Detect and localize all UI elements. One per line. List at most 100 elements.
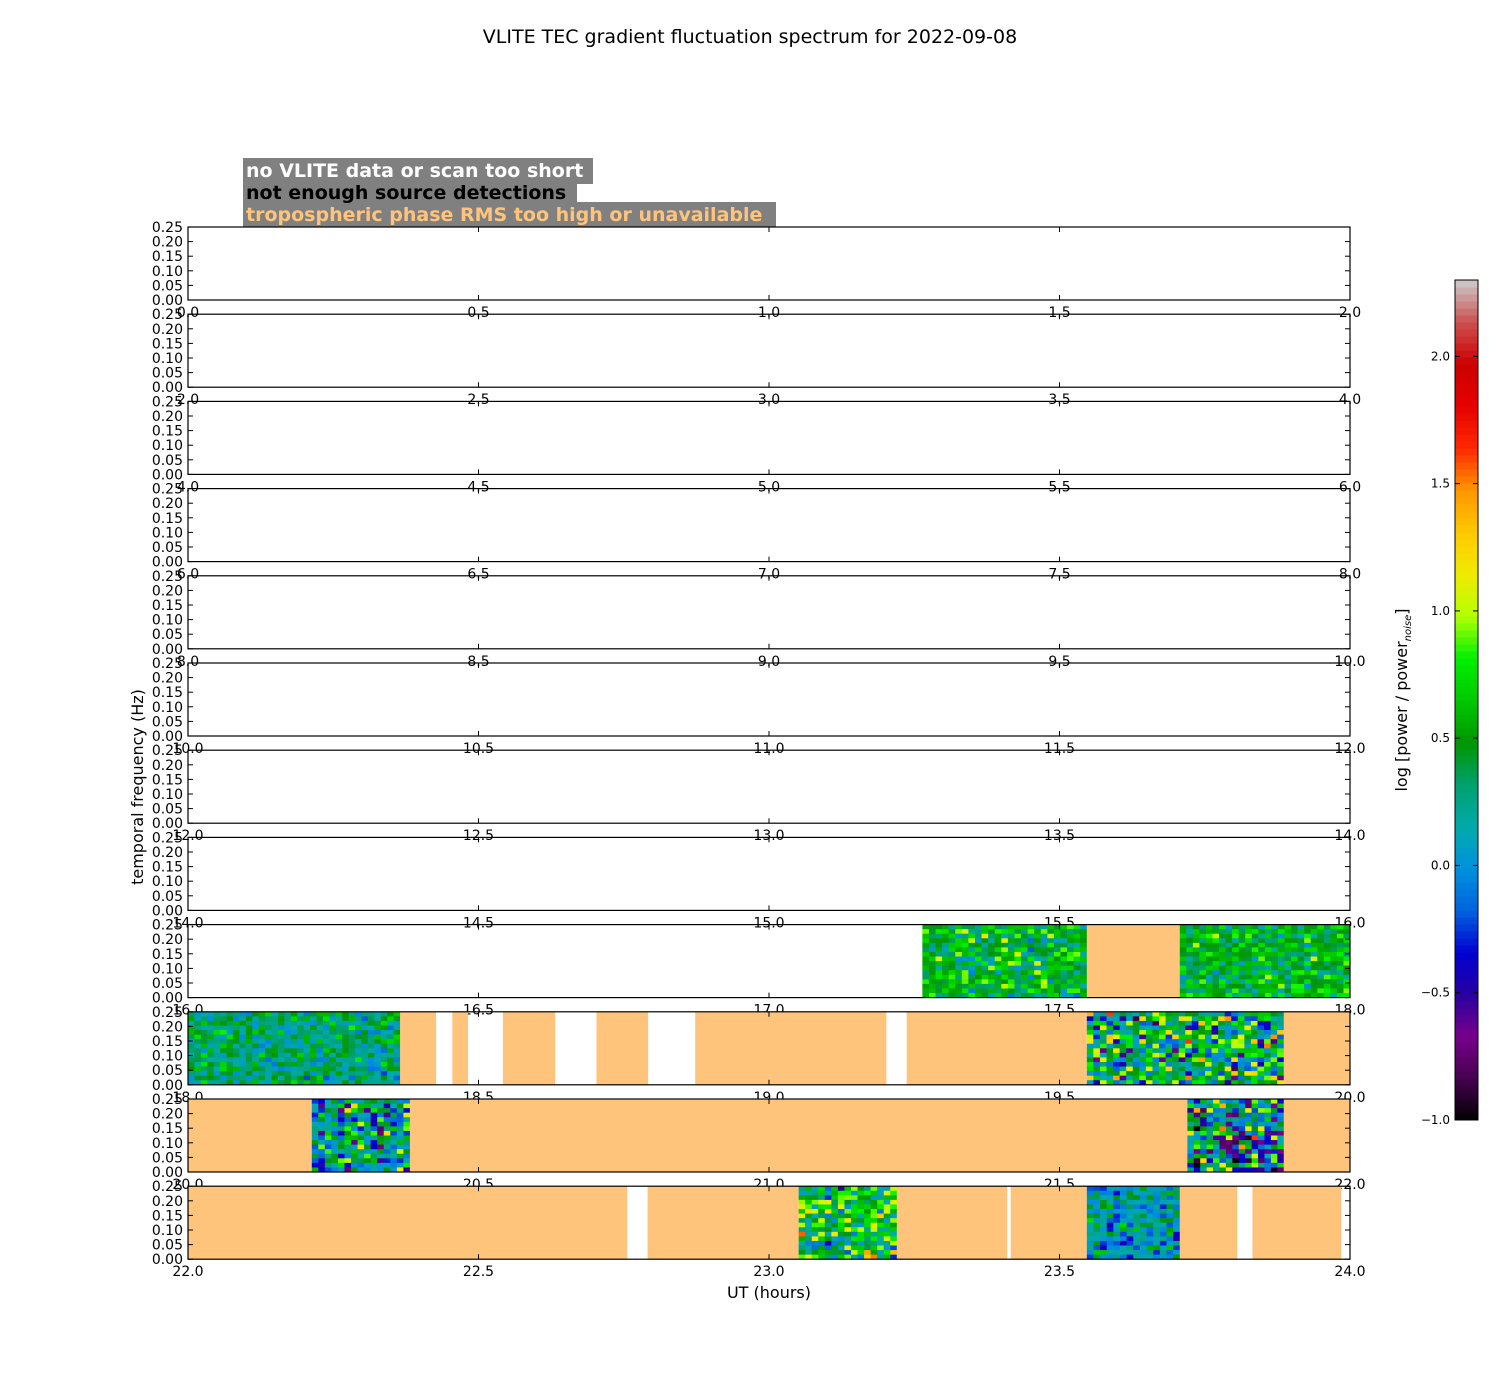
spectrum-cell (1251, 1167, 1259, 1173)
spectrum-cell (310, 1066, 317, 1072)
spectrum-cell (981, 993, 989, 998)
x-tick-label: 0.5 (467, 305, 489, 321)
spectrum-cell (1139, 1209, 1147, 1214)
spectrum-cell (374, 1057, 382, 1063)
spectrum-cell (344, 1153, 352, 1159)
spectrum-cell (928, 933, 936, 939)
spectrum-cell (1224, 1025, 1232, 1031)
spectrum-cell (1086, 1020, 1094, 1026)
spectrum-cell (1238, 956, 1246, 962)
spectrum-cell (1297, 929, 1305, 935)
spectrum-cell (1224, 1048, 1232, 1054)
spectrum-cell (1251, 1130, 1259, 1136)
spectrum-cell (1198, 1048, 1206, 1054)
spectrum-cell (1211, 1080, 1219, 1086)
colorbar-step (1455, 721, 1478, 729)
spectrum-cell (1198, 1039, 1206, 1045)
panel-frame (187, 662, 1351, 737)
spectrum-cell (403, 1167, 411, 1173)
spectrum-cell (1251, 1117, 1259, 1123)
spectrum-cell (1251, 938, 1259, 944)
spectrum-cell (220, 1011, 227, 1017)
spectrum-cell (258, 1066, 266, 1072)
spectrum-cell (1185, 1071, 1193, 1077)
spectrum-cell (1277, 1121, 1285, 1127)
spectrum-cell (968, 924, 976, 930)
spectrum-cell (837, 1213, 845, 1219)
spectrum-cell (994, 942, 1002, 948)
spectrum-cell (1178, 1011, 1186, 1017)
spectrum-cell (798, 1190, 806, 1196)
spectrum-cell (377, 1117, 385, 1123)
spectrum-cell (200, 1080, 208, 1086)
spectrum-cell (1139, 1190, 1147, 1196)
spectrum-cell (361, 1039, 369, 1045)
colorbar-step (1455, 868, 1478, 876)
spectrum-cell (824, 1231, 832, 1237)
colorbar-step (1455, 1099, 1478, 1107)
y-tick-label: 0.00 (152, 555, 183, 571)
spectrum-cell (975, 970, 982, 976)
spectrum-cell (1187, 1099, 1195, 1104)
colorbar-step (1455, 532, 1478, 540)
spectrum-cell (1317, 961, 1325, 967)
spectrum-cell (1186, 970, 1194, 976)
colorbar-step (1455, 910, 1478, 918)
spectrum-cell (1245, 1162, 1253, 1168)
spectrum-cell (337, 1117, 345, 1123)
spectrum-cell (1185, 1034, 1193, 1040)
spectrum-cell (1317, 956, 1325, 962)
spectrum-cell (988, 947, 996, 953)
spectrum-cell (798, 1199, 806, 1205)
spectrum-cell (213, 1034, 221, 1040)
spectrum-cell (864, 1213, 872, 1219)
spectrum-cell (857, 1186, 865, 1192)
spectrum-cell (805, 1222, 813, 1228)
spectrum-cell (1192, 993, 1200, 998)
spectrum-cell (1073, 965, 1081, 971)
spectrum-cell (310, 1061, 317, 1067)
spectrum-cell (1073, 951, 1081, 957)
y-tick-label: 0.00 (152, 293, 183, 309)
tropo-rms-segment (188, 1099, 312, 1172)
spectrum-cell (1106, 1204, 1114, 1210)
spectrum-cell (857, 1204, 865, 1210)
spectrum-cell (1053, 956, 1061, 962)
spectrum-cell (245, 1061, 253, 1067)
spectrum-cell (213, 1052, 221, 1058)
spectrum-cell (1218, 1052, 1226, 1058)
spectrum-cell (864, 1240, 872, 1246)
spectrum-cell (1067, 933, 1075, 939)
spectrum-cell (329, 1071, 337, 1077)
spectrum-cell (1291, 965, 1299, 971)
spectrum-cell (1146, 1236, 1154, 1242)
spectrum-cell (1152, 1025, 1160, 1031)
spectrum-cell (1238, 1130, 1246, 1136)
spectrum-cell (1027, 970, 1035, 976)
x-tick-label: 11.5 (1044, 741, 1075, 757)
spectrum-cell (870, 1190, 878, 1196)
spectrum-cell (1304, 929, 1312, 935)
spectrum-cell (316, 1020, 324, 1026)
spectrum-cell (1132, 1020, 1140, 1026)
spectrum-cell (252, 1052, 260, 1058)
tropo-rms-segment (1252, 1186, 1342, 1260)
spectrum-cell (818, 1190, 826, 1196)
spectrum-cell (1291, 983, 1299, 989)
x-tick-label: 6.0 (1339, 479, 1361, 495)
spectrum-cell (1270, 1039, 1278, 1045)
colorbar-step (1455, 588, 1478, 596)
spectrum-cell (1145, 1016, 1153, 1022)
spectrum-cell (1199, 983, 1207, 989)
spectrum-cell (1014, 942, 1022, 948)
spectrum-cell (1166, 1186, 1174, 1192)
spectrum-cell (1323, 970, 1331, 976)
spectrum-cell (1211, 1052, 1219, 1058)
spectrum-cell (252, 1034, 260, 1040)
spectrum-cell (351, 1099, 358, 1104)
spectrum-cell (1225, 1126, 1233, 1132)
spectrum-cell (331, 1126, 339, 1132)
spectrum-cell (1238, 1149, 1246, 1155)
spectrum-cell (1232, 993, 1240, 998)
